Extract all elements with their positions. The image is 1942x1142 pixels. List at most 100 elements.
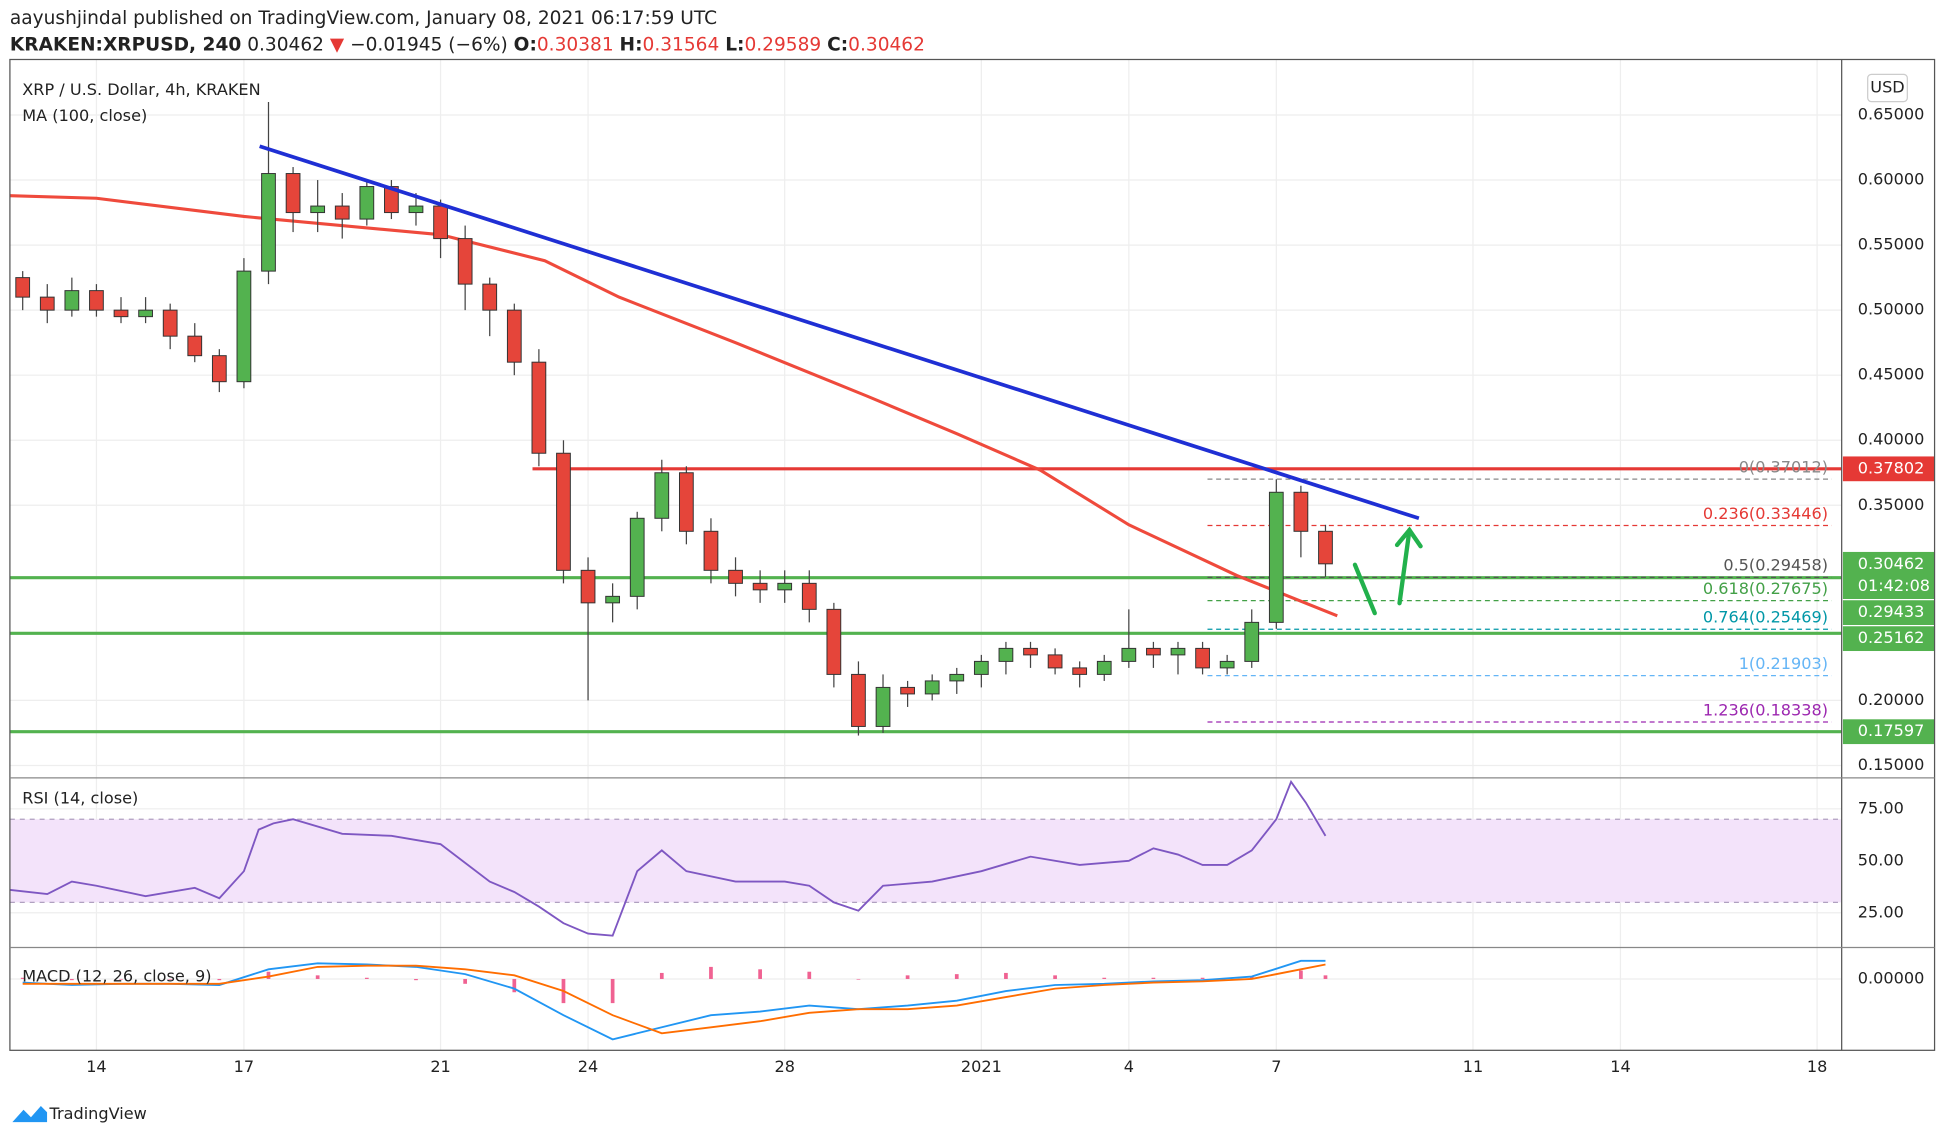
candle-body <box>678 472 694 532</box>
ohlc-label: H: <box>620 34 643 55</box>
chart-area: 14 17 21 24 28 2021 4 7 11 14 18 0.65000 0.60000 0.55… <box>9 59 1935 1076</box>
x-tick-label: 4 <box>1124 1057 1134 1076</box>
arrow-up <box>1397 527 1412 606</box>
fib-label: 0.236(0.33446) <box>1703 504 1828 523</box>
ohlc-label: O: <box>514 34 537 55</box>
ohlc-label: C: <box>827 34 848 55</box>
candle-body <box>1219 660 1235 669</box>
candle-body <box>1121 647 1137 662</box>
candle-body <box>138 309 153 318</box>
y-tick-label: 0.20000 <box>1858 690 1925 709</box>
x-tick-label: 11 <box>1463 1057 1483 1076</box>
annotation-arrows <box>1352 526 1423 616</box>
candle-body <box>310 205 326 214</box>
x-tick-label: 28 <box>774 1057 794 1076</box>
fib-label: 0.618(0.27675) <box>1703 579 1828 598</box>
y-tick-label: 0.55000 <box>1858 235 1925 254</box>
price-tag-label: 0.17597 <box>1858 721 1925 740</box>
histogram-bar <box>1004 972 1008 979</box>
x-tick-label: 7 <box>1271 1057 1281 1076</box>
x-tick-label: 14 <box>86 1057 106 1076</box>
candle-body <box>1047 654 1063 669</box>
candle-body <box>1170 647 1186 656</box>
candle-body <box>605 595 621 604</box>
histogram-bar <box>69 978 74 981</box>
candle-body <box>1096 660 1112 675</box>
histogram-bar <box>758 969 762 979</box>
x-tick-label: 18 <box>1807 1057 1827 1076</box>
ohlc-label: L: <box>725 34 744 55</box>
candle-body <box>113 309 129 318</box>
histogram-bar <box>1102 977 1107 979</box>
y-tick-label: 0.65000 <box>1858 104 1925 123</box>
histogram-bar <box>1151 977 1156 979</box>
histogram-bar <box>905 975 910 979</box>
y-tick-label: 0.40000 <box>1858 430 1925 449</box>
x-tick-label: 21 <box>430 1057 450 1076</box>
candle-body <box>777 582 793 591</box>
y-tick-label: 75.00 <box>1858 798 1904 817</box>
macd-legend: MACD (12, 26, close, 9) <box>22 967 211 986</box>
histogram-bar <box>217 978 222 981</box>
price-tag <box>1842 626 1935 652</box>
candle-body <box>1244 621 1260 662</box>
fib-label: 0(0.37012) <box>1739 457 1828 476</box>
candle-body <box>1195 647 1210 669</box>
histogram-bar <box>20 977 25 979</box>
candle-body <box>728 569 743 584</box>
candle-body <box>162 309 178 337</box>
ohlc-value: 0.31564 <box>643 34 720 55</box>
candle-body <box>851 673 866 727</box>
candle-body <box>1318 530 1333 565</box>
frame <box>9 58 1936 1051</box>
candle-body <box>949 673 965 682</box>
candle-body <box>64 290 80 311</box>
candle-body <box>973 660 989 675</box>
candle-body <box>531 361 547 454</box>
histogram-bar <box>954 974 959 979</box>
histogram-bar <box>659 972 664 979</box>
histogram-bar <box>709 966 713 979</box>
macd-line <box>22 963 1326 1035</box>
candle-body <box>556 452 571 571</box>
candle-body <box>1072 667 1088 675</box>
histogram-bar <box>119 978 123 980</box>
candle-body <box>211 355 227 383</box>
price-tag-label: 0.37802 <box>1858 458 1925 477</box>
candle-body <box>15 277 31 298</box>
histogram-bar <box>1323 975 1328 979</box>
histogram-bar <box>807 971 812 979</box>
candle-body <box>900 686 915 695</box>
candle-body <box>187 335 203 357</box>
histogram-bar <box>610 978 615 1004</box>
currency: USD <box>1870 77 1904 96</box>
fib-label: 0.764(0.25469) <box>1703 608 1828 627</box>
arrow-head <box>1394 526 1423 549</box>
price-tag <box>1842 600 1935 626</box>
countdown: 01:42:08 <box>1858 576 1930 595</box>
symbol: KRAKEN:XRPUSD, 240 <box>10 34 241 55</box>
candle-body <box>654 472 670 519</box>
candle-body <box>1146 647 1161 656</box>
price-tag-label: 0.25162 <box>1858 628 1925 647</box>
chart-title: XRP / U.S. Dollar, 4h, KRAKEN <box>22 80 260 99</box>
price-tag-label: 0.30462 <box>1858 554 1925 573</box>
change-arrow: ▼ <box>330 34 345 55</box>
histogram-bar <box>1249 976 1254 979</box>
candle-body <box>433 205 448 240</box>
rsi-band <box>9 819 1842 903</box>
candle-body <box>1023 647 1038 656</box>
y-tick-label: 0.35000 <box>1858 495 1925 514</box>
histogram-bar <box>414 978 418 981</box>
rsi-legend: RSI (14, close) <box>22 788 138 807</box>
x-tick-label: 24 <box>578 1057 598 1076</box>
candle-body <box>261 173 276 272</box>
price-tag <box>1842 551 1935 599</box>
moving-average <box>9 194 1338 618</box>
candle-body <box>39 296 55 311</box>
candle-body <box>801 582 817 610</box>
logo: TradingView <box>12 1104 147 1123</box>
published-line: aayushjindal published on TradingView.co… <box>10 8 717 29</box>
